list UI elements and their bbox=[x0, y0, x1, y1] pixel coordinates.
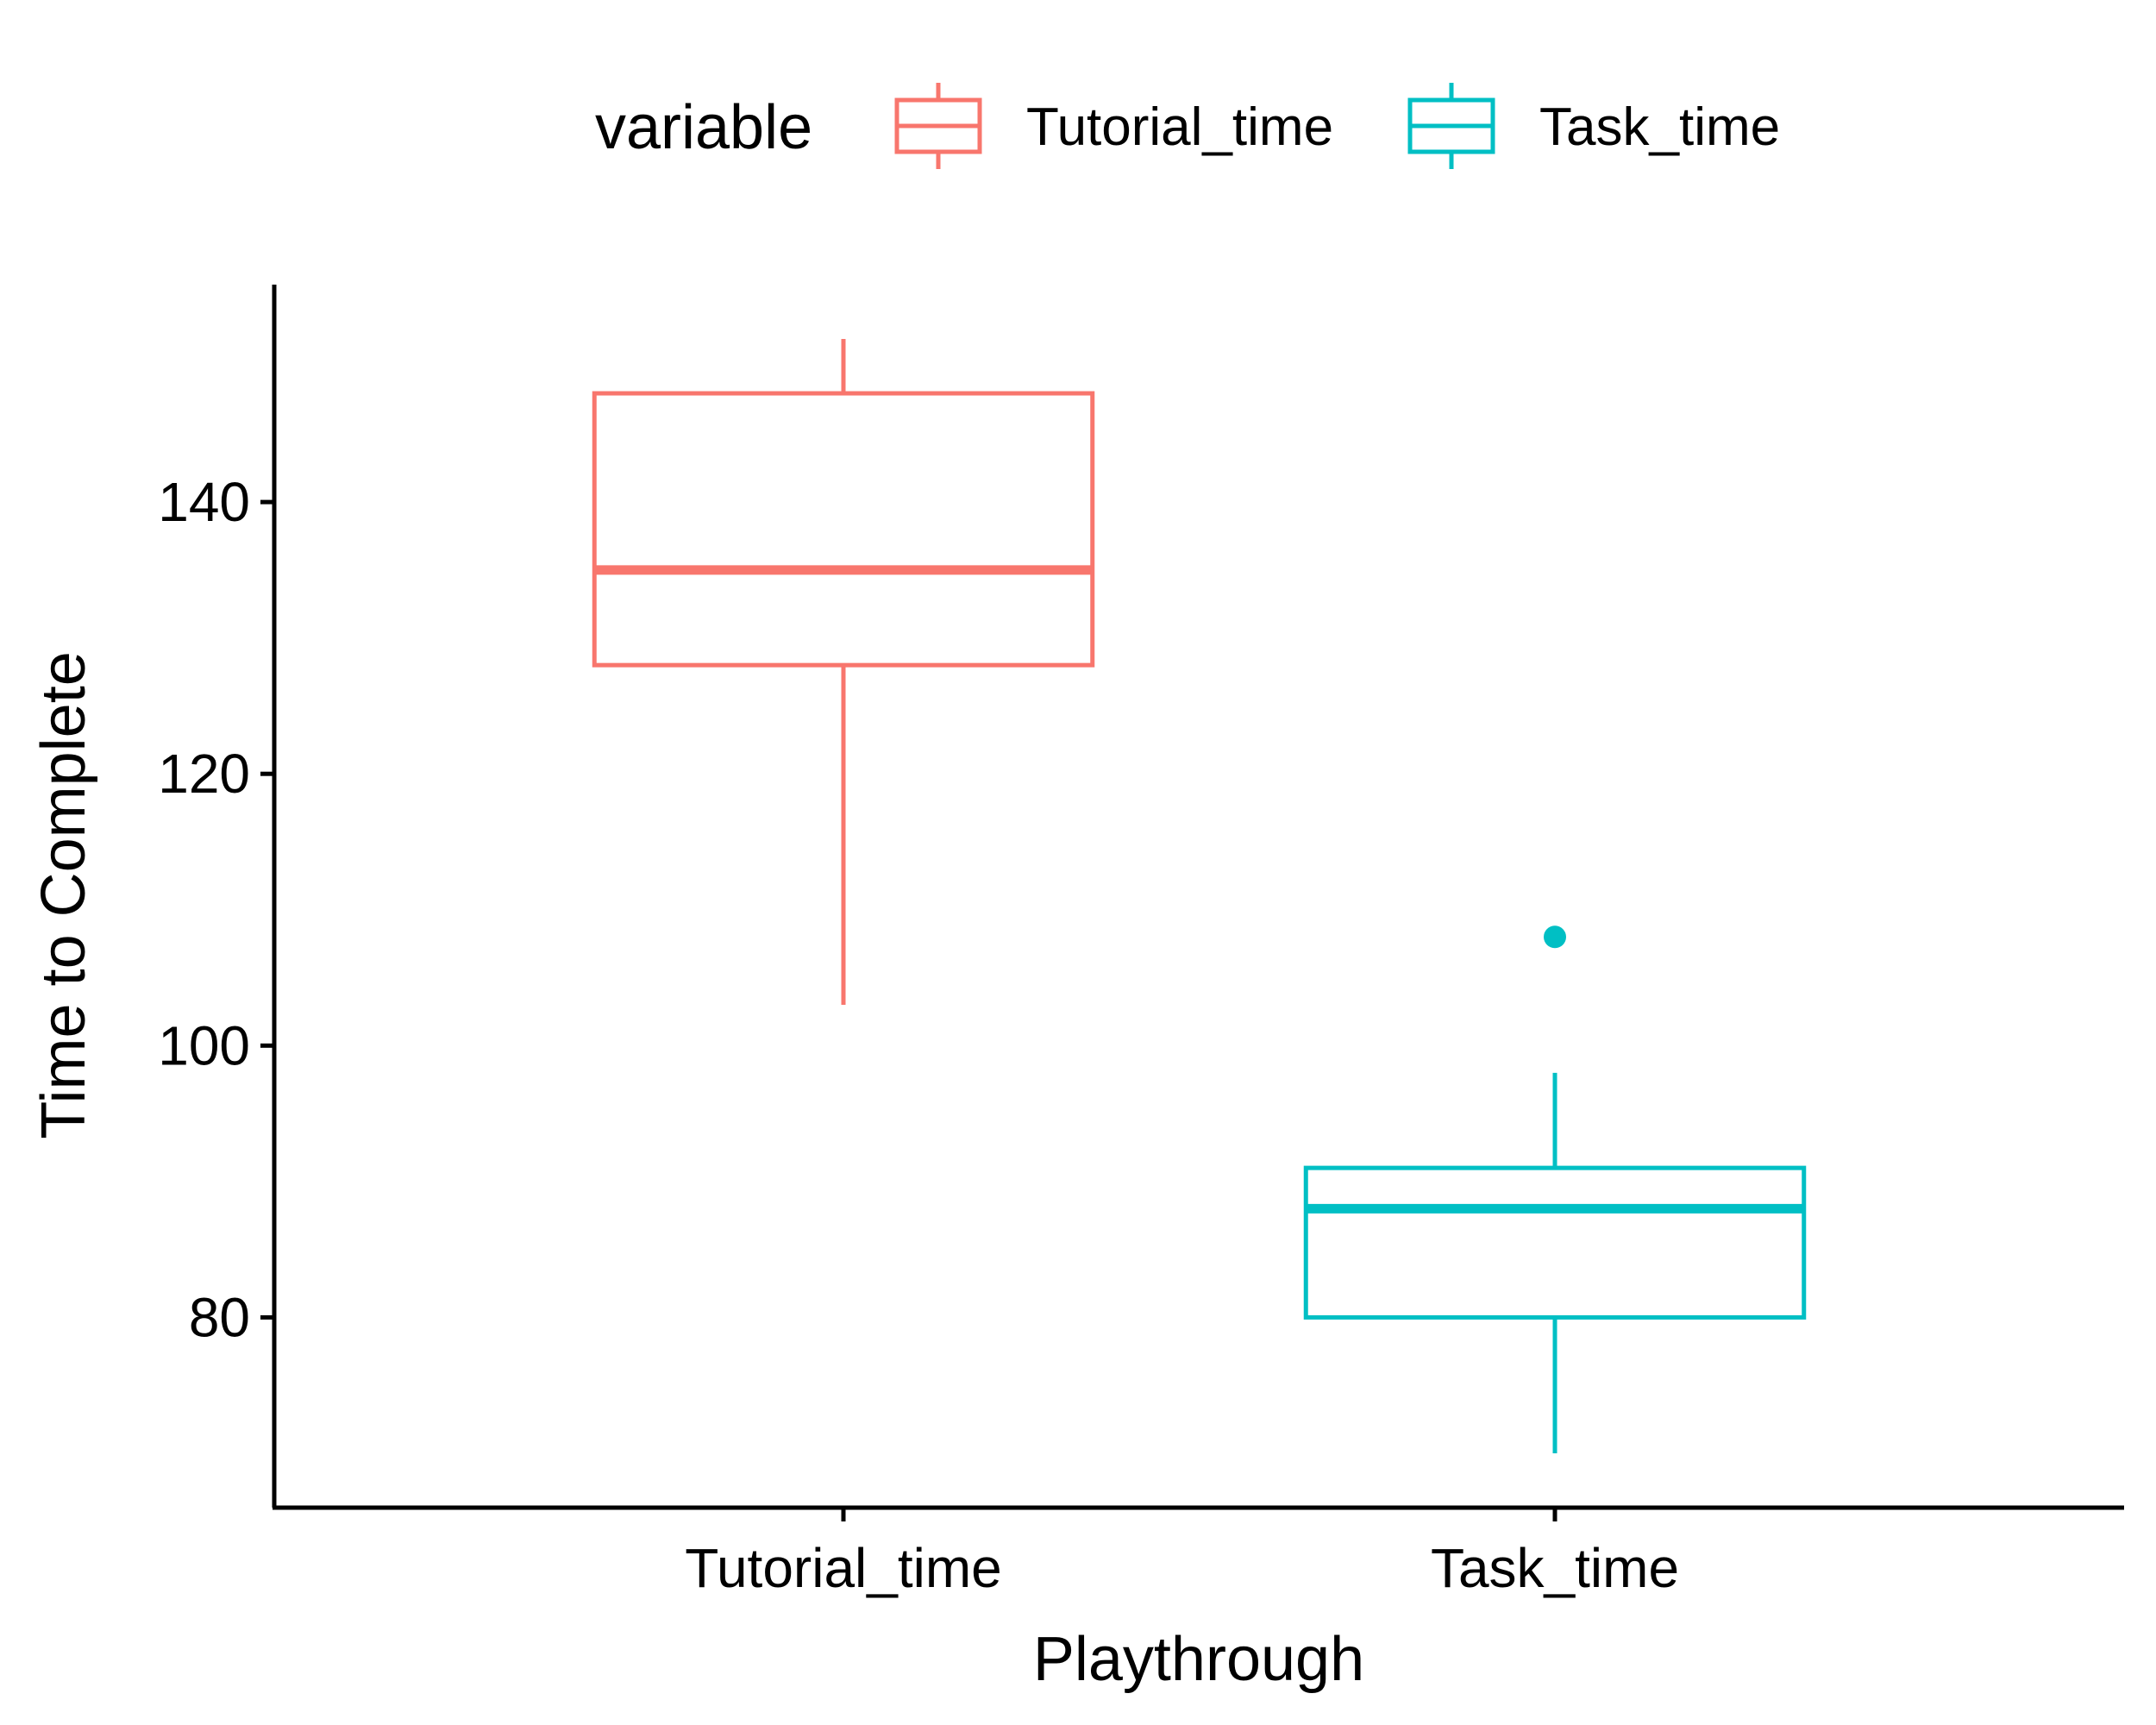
legend-title: variable bbox=[595, 93, 812, 162]
x-tick-label: Task_time bbox=[1431, 1537, 1679, 1599]
y-axis-title: Time to Complete bbox=[29, 651, 98, 1139]
y-tick-label: 120 bbox=[158, 743, 250, 805]
x-axis-title: Playthrough bbox=[1033, 1625, 1364, 1694]
box-Task_time bbox=[1303, 925, 1807, 1453]
legend-item-Task_time: Task_time bbox=[1407, 83, 1780, 169]
plot-area bbox=[592, 339, 1807, 1453]
y-tick-label: 100 bbox=[158, 1014, 250, 1076]
outlier-point bbox=[1544, 925, 1566, 949]
y-ticks: 80 100 120 140 bbox=[158, 471, 274, 1348]
x-ticks: Tutorial_time Task_time bbox=[685, 1508, 1679, 1599]
x-tick-label: Tutorial_time bbox=[685, 1537, 1002, 1599]
legend-label: Task_time bbox=[1539, 97, 1780, 157]
legend-item-Tutorial_time: Tutorial_time bbox=[894, 83, 1333, 169]
legend-label: Tutorial_time bbox=[1026, 97, 1333, 157]
y-tick-label: 80 bbox=[189, 1286, 250, 1348]
y-tick-label: 140 bbox=[158, 471, 250, 533]
axes: 80 100 120 140 Tutorial_time Task_time bbox=[158, 285, 2124, 1599]
box-Tutorial_time bbox=[592, 339, 1095, 1006]
box-iqr bbox=[1303, 1165, 1807, 1320]
legend-entries: Tutorial_time Task_time bbox=[894, 83, 1780, 169]
box-iqr bbox=[592, 391, 1095, 668]
legend: variable Tutorial_time Task_time bbox=[595, 83, 1780, 169]
